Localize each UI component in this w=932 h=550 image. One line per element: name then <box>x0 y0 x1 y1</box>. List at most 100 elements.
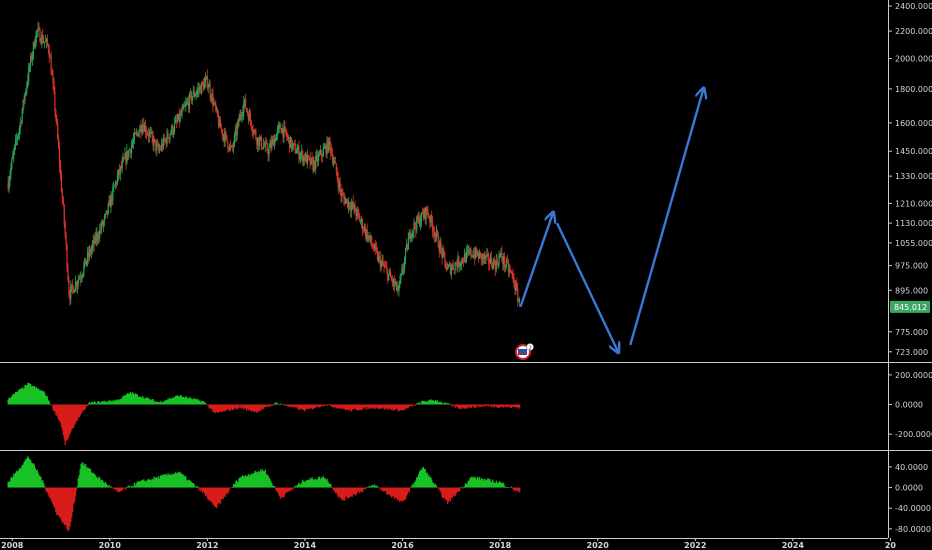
candle-body[interactable] <box>365 229 367 236</box>
candle-body[interactable] <box>386 267 388 270</box>
candle-body[interactable] <box>286 133 288 138</box>
candle-body[interactable] <box>15 139 17 146</box>
candle-body[interactable] <box>477 253 480 259</box>
candle-body[interactable] <box>190 92 193 101</box>
candle-body[interactable] <box>396 282 398 292</box>
candle-body[interactable] <box>184 105 186 107</box>
candle-body[interactable] <box>394 284 396 286</box>
price-panel[interactable] <box>7 21 521 307</box>
candle-body[interactable] <box>478 252 481 259</box>
candle-body[interactable] <box>370 235 372 243</box>
candle-body[interactable] <box>391 279 394 284</box>
candle-body[interactable] <box>390 277 393 280</box>
candle-body[interactable] <box>471 255 473 257</box>
candle-body[interactable] <box>278 124 280 127</box>
candle-body[interactable] <box>406 244 409 250</box>
candle-body[interactable] <box>411 231 413 237</box>
candle-body[interactable] <box>457 256 459 268</box>
candle-body[interactable] <box>473 253 475 258</box>
candle-body[interactable] <box>334 161 337 164</box>
candle-body[interactable] <box>437 234 439 248</box>
candle-body[interactable] <box>252 131 254 133</box>
candle-body[interactable] <box>263 145 265 147</box>
candle-body[interactable] <box>438 247 440 252</box>
candle-body[interactable] <box>432 222 434 232</box>
candle-body[interactable] <box>242 112 244 116</box>
candle-body[interactable] <box>460 264 462 265</box>
candle-body[interactable] <box>232 144 235 148</box>
candle-body[interactable] <box>227 141 229 149</box>
candle-body[interactable] <box>153 138 155 146</box>
candle-body[interactable] <box>431 214 433 223</box>
candle-body[interactable] <box>185 103 187 106</box>
candle-body[interactable] <box>139 125 141 132</box>
candle-body[interactable] <box>382 260 384 265</box>
candle-body[interactable] <box>206 76 208 88</box>
candle-body[interactable] <box>215 102 217 109</box>
candle-body[interactable] <box>151 132 153 137</box>
candle-body[interactable] <box>302 151 304 162</box>
candle-body[interactable] <box>79 278 81 279</box>
candle-body[interactable] <box>315 156 317 169</box>
candle-body[interactable] <box>73 290 76 293</box>
candle-body[interactable] <box>56 118 58 124</box>
candle-body[interactable] <box>17 133 20 138</box>
candle-body[interactable] <box>152 136 154 146</box>
candle-body[interactable] <box>493 260 495 264</box>
candle-body[interactable] <box>97 233 99 239</box>
candle-body[interactable] <box>28 67 30 81</box>
candle-body[interactable] <box>26 84 28 91</box>
candle-body[interactable] <box>181 109 183 115</box>
candle-body[interactable] <box>469 249 471 253</box>
candle-body[interactable] <box>250 120 252 128</box>
candle-body[interactable] <box>304 154 307 162</box>
candle-body[interactable] <box>336 172 338 179</box>
candle-body[interactable] <box>157 144 159 146</box>
candle-body[interactable] <box>126 150 128 163</box>
candle-body[interactable] <box>248 113 250 121</box>
candle-body[interactable] <box>456 264 458 268</box>
candle-body[interactable] <box>349 207 351 211</box>
candle-body[interactable] <box>204 78 207 83</box>
candle-body[interactable] <box>494 263 496 270</box>
candle-body[interactable] <box>434 235 437 237</box>
candle-body[interactable] <box>280 128 282 133</box>
candle-body[interactable] <box>500 252 502 255</box>
candle-body[interactable] <box>122 158 124 162</box>
candle-body[interactable] <box>313 161 315 171</box>
candle-body[interactable] <box>92 239 94 245</box>
candle-body[interactable] <box>499 254 501 257</box>
candle-body[interactable] <box>369 235 371 238</box>
oscillator-1-panel[interactable] <box>7 382 521 446</box>
candle-body[interactable] <box>490 257 493 266</box>
candle-body[interactable] <box>519 299 521 301</box>
candle-body[interactable] <box>233 135 236 145</box>
candle-body[interactable] <box>179 113 181 122</box>
candle-body[interactable] <box>42 34 44 43</box>
candle-body[interactable] <box>265 142 267 144</box>
candle-body[interactable] <box>484 254 486 259</box>
candle-body[interactable] <box>74 282 77 291</box>
candle-body[interactable] <box>21 110 23 123</box>
candle-body[interactable] <box>504 266 507 267</box>
candle-body[interactable] <box>332 162 335 163</box>
candle-body[interactable] <box>188 101 190 108</box>
candle-body[interactable] <box>363 226 365 231</box>
candle-body[interactable] <box>214 102 216 104</box>
candle-body[interactable] <box>63 204 65 224</box>
candle-body[interactable] <box>397 290 399 292</box>
candle-body[interactable] <box>495 259 497 270</box>
candle-body[interactable] <box>59 165 62 175</box>
candle-body[interactable] <box>18 128 20 134</box>
candle-body[interactable] <box>507 262 510 272</box>
candle-body[interactable] <box>45 38 48 42</box>
candle-body[interactable] <box>245 98 247 109</box>
candle-body[interactable] <box>454 263 456 271</box>
candle-body[interactable] <box>76 283 78 287</box>
candle-body[interactable] <box>47 44 49 51</box>
candle-body[interactable] <box>392 279 394 284</box>
candle-body[interactable] <box>161 143 164 149</box>
candle-body[interactable] <box>451 264 453 269</box>
candle-body[interactable] <box>123 158 125 160</box>
candle-body[interactable] <box>194 95 196 97</box>
